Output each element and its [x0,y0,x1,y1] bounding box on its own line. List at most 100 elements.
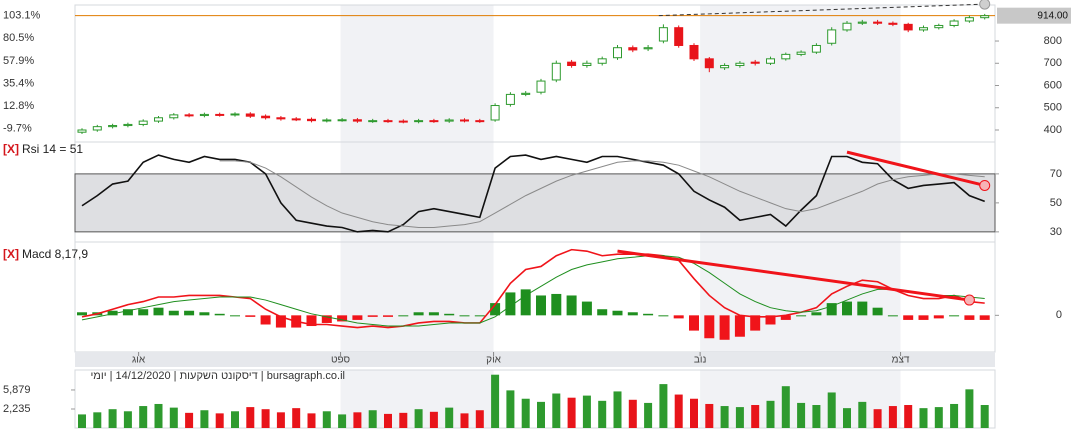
candle-body [857,21,867,24]
histogram-bar [979,315,990,320]
candle-body [322,119,332,122]
volume-bar [246,407,255,428]
candle-body [307,118,316,122]
candle-body [521,92,531,95]
histogram-bar [444,313,455,316]
volume-bar [384,413,392,428]
volume-bar [690,398,698,428]
volume-bar [521,398,530,428]
histogram-bar [337,315,348,322]
macd-close-button[interactable]: [X] [3,247,19,261]
histogram-bar [918,315,929,320]
candle-body [77,129,87,133]
volume-bar [797,402,806,428]
y2-tick-label: 57.9% [3,55,34,67]
candle-body [245,113,255,117]
candle-body [337,119,347,122]
volume-bar [735,407,744,428]
y-tick-label: 30 [1050,226,1062,238]
candle-body [261,115,271,119]
histogram-bar [689,315,699,331]
histogram-bar [214,313,225,316]
candle-body [674,27,684,46]
histogram-bar [842,301,852,316]
volume-bar [751,405,760,428]
candle-body [827,29,837,44]
histogram-bar [612,310,623,316]
histogram-bar [459,315,470,317]
y-tick-label: 400 [1044,124,1062,136]
histogram-bar [826,303,837,316]
candle-body [643,47,653,50]
y-tick-label: 600 [1044,79,1062,91]
histogram-bar [964,315,975,320]
candle-body [628,47,638,51]
x-tick-label: אוג [132,355,146,366]
volume-bar [965,389,974,428]
y2-tick-label: 12.8% [3,100,34,112]
volume-bar [644,402,653,428]
volume-bar [598,400,607,428]
histogram-bar [245,315,256,317]
histogram-bar [597,309,608,316]
candle-body [781,53,791,60]
volume-bar [231,411,239,428]
last-value-box [997,7,1071,24]
candle-body [873,21,883,24]
volume-bar [491,374,500,428]
volume-bar [154,403,163,428]
histogram-bar [551,293,562,316]
histogram-bar [122,309,133,316]
histogram-bar [398,315,409,317]
candle-body [919,27,928,31]
volume-bar [353,412,362,428]
candle-body [460,119,469,122]
candle-body [490,105,500,121]
histogram-bar [673,315,684,319]
candle-body [276,117,286,120]
candle-body [536,80,546,93]
volume-bar [613,391,622,428]
histogram-bar [490,303,501,316]
month-band [340,242,494,352]
volume-bar [720,406,729,428]
volume-bar [429,411,438,428]
histogram-bar [168,310,179,316]
histogram-bar [77,312,87,316]
candle-body [811,44,821,53]
histogram-bar [872,307,883,316]
histogram-bar [184,310,195,316]
candle-body [750,61,760,64]
candle-body [582,62,592,66]
trendline [617,249,970,302]
histogram-bar [230,315,240,317]
candle-body [720,64,730,69]
volume-bar [934,407,943,428]
candle-body [658,27,668,42]
histogram-bar [581,301,592,316]
histogram-bar [780,315,791,320]
y-tick-label: 800 [1044,35,1062,47]
histogram-bar [887,315,898,317]
histogram-bar [566,295,577,316]
volume-bar [919,408,928,428]
candle-body [842,22,852,31]
series-line [81,154,985,233]
candle-body [444,119,454,122]
histogram-bar [933,315,944,319]
volume-bar [475,410,484,428]
histogram-bar [383,315,393,317]
source-label: bursagraph.co.il | דיסקונט השקעות | 14/1… [90,370,345,382]
volume-bar [276,412,285,428]
volume-bar [261,409,270,428]
month-band [340,5,494,142]
volume-bar [582,395,591,428]
rsi-label: Rsi 14 = 51 [22,142,83,156]
histogram-bar [704,315,715,339]
y-tick-label: 0 [1056,309,1062,321]
volume-bar [368,410,377,428]
month-band [700,242,901,352]
y-tick-label: 500 [1044,102,1062,114]
rsi-close-button[interactable]: [X] [3,142,19,156]
